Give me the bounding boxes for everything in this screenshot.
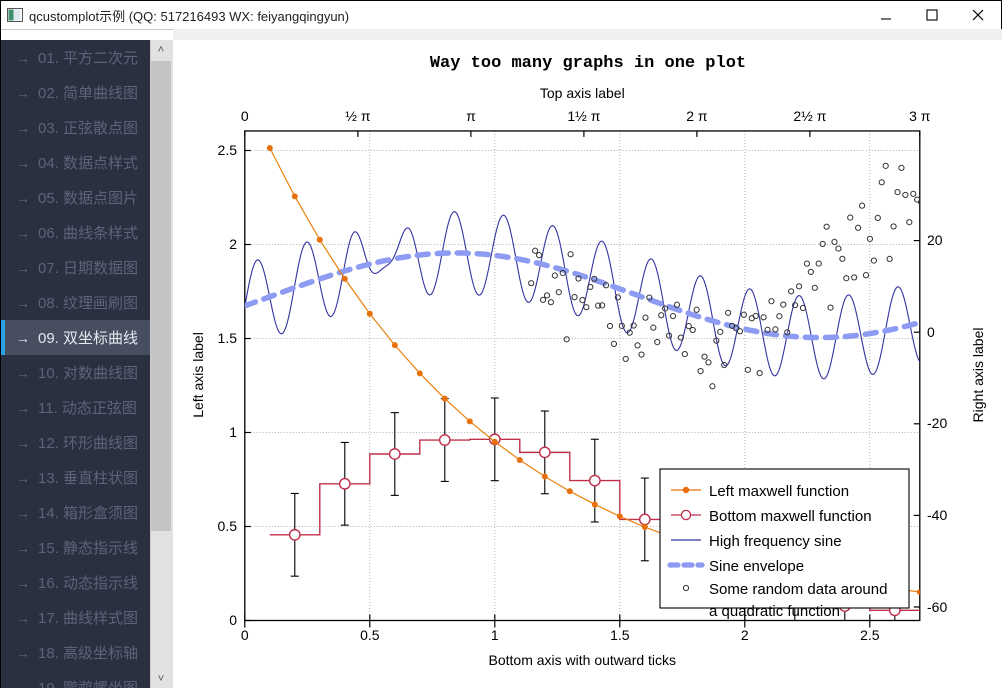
svg-text:0.5: 0.5 <box>360 627 380 643</box>
svg-text:2½ π: 2½ π <box>793 108 826 124</box>
svg-text:Sine envelope: Sine envelope <box>709 558 804 575</box>
svg-text:Bottom axis with outward ticks: Bottom axis with outward ticks <box>489 652 677 668</box>
svg-text:2 π: 2 π <box>686 108 708 124</box>
svg-text:Left axis label: Left axis label <box>190 332 206 418</box>
svg-text:0: 0 <box>241 627 249 643</box>
svg-text:High frequency sine: High frequency sine <box>709 533 842 550</box>
svg-text:1.5: 1.5 <box>218 330 238 346</box>
svg-text:1½ π: 1½ π <box>567 108 600 124</box>
svg-text:1: 1 <box>229 424 237 440</box>
svg-text:½ π: ½ π <box>345 108 371 124</box>
svg-text:Some random data around: Some random data around <box>709 581 887 598</box>
svg-text:Left maxwell function: Left maxwell function <box>709 483 849 500</box>
svg-text:2: 2 <box>741 627 749 643</box>
svg-text:0: 0 <box>927 324 935 340</box>
svg-text:2: 2 <box>229 236 237 252</box>
svg-text:-60: -60 <box>927 599 947 615</box>
svg-text:2.5: 2.5 <box>218 142 238 158</box>
svg-text:-20: -20 <box>927 415 947 431</box>
svg-text:3 π: 3 π <box>909 108 931 124</box>
svg-text:a quadratic function: a quadratic function <box>709 603 840 620</box>
svg-text:π: π <box>466 108 476 124</box>
svg-text:Top axis label: Top axis label <box>540 85 625 101</box>
svg-text:1: 1 <box>491 627 499 643</box>
svg-text:Right axis label: Right axis label <box>970 328 986 423</box>
svg-text:1.5: 1.5 <box>610 627 630 643</box>
svg-text:0: 0 <box>241 108 249 124</box>
svg-text:2.5: 2.5 <box>860 627 880 643</box>
svg-text:20: 20 <box>927 232 943 248</box>
svg-text:0.5: 0.5 <box>218 518 238 534</box>
svg-text:0: 0 <box>229 612 237 628</box>
svg-text:-40: -40 <box>927 507 947 523</box>
svg-text:Bottom maxwell function: Bottom maxwell function <box>709 508 872 525</box>
